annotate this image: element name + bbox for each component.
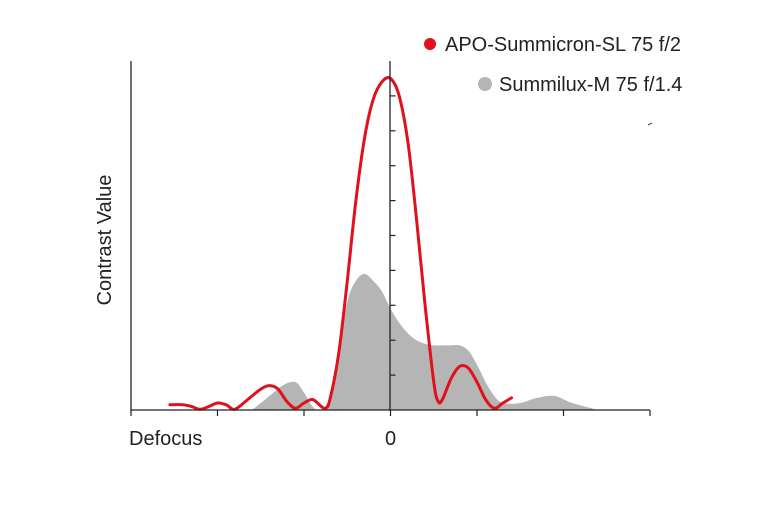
x-tick-labels: Defocus 0	[129, 428, 396, 450]
series-line-apo-summicron-sl-75-f-2	[168, 76, 514, 411]
stray-mark	[647, 122, 653, 126]
series-area-summilux-m-75-f-1-4	[252, 273, 599, 411]
ticks-layer	[130, 95, 651, 416]
legend-label-summilux: Summilux-M 75 f/1.4	[499, 74, 682, 96]
x-tick-label: Defocus	[129, 428, 202, 450]
legend-marker-apo-summicron	[424, 38, 436, 50]
legend: APO-Summicron-SL 75 f/2 Summilux-M 75 f/…	[424, 34, 682, 96]
y-axis-title: Contrast Value	[94, 175, 116, 306]
series-layer	[168, 76, 599, 411]
legend-label-apo-summicron: APO-Summicron-SL 75 f/2	[445, 34, 681, 56]
legend-marker-summilux	[478, 77, 492, 91]
x-tick-label: 0	[385, 428, 396, 450]
